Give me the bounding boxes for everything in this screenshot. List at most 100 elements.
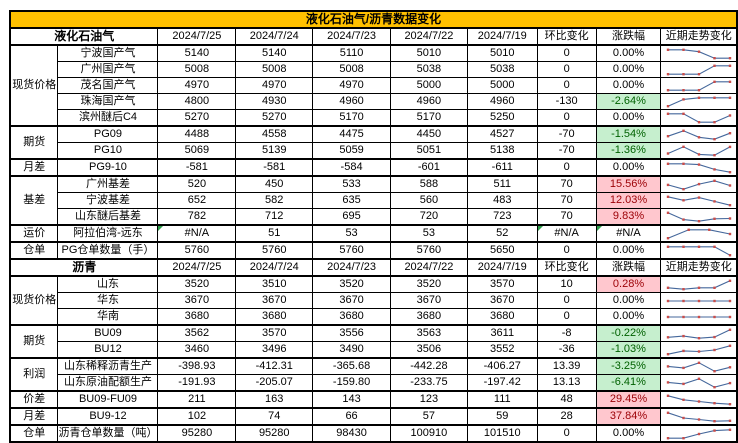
trend-sparkline bbox=[666, 228, 731, 239]
value-cell: 3611 bbox=[466, 324, 538, 342]
category-cell: 现货价格 bbox=[9, 44, 59, 127]
value-cell: 5138 bbox=[466, 142, 538, 160]
date-header-cell: 2024/7/19 bbox=[466, 27, 538, 46]
value-cell: 57 bbox=[389, 407, 468, 426]
value-cell: 3670 bbox=[389, 292, 468, 309]
category-cell: 期货 bbox=[9, 125, 59, 160]
value-cell: 3670 bbox=[312, 292, 391, 309]
value-cell: -611 bbox=[466, 158, 538, 177]
value-cell: 652 bbox=[157, 192, 237, 209]
row-label-cell: PG09 bbox=[57, 125, 159, 143]
trend-cell bbox=[660, 241, 738, 260]
trend-sparkline bbox=[666, 48, 731, 59]
trend-sparkline bbox=[666, 245, 731, 256]
value-cell: 66 bbox=[312, 407, 391, 426]
trend-sparkline bbox=[666, 112, 731, 123]
value-cell: 3680 bbox=[466, 308, 538, 326]
data-table: 液化石油气/沥青数据变化 液化石油气 2024/7/25 2024/7/24 2024/… bbox=[9, 10, 738, 443]
section-label: 沥青 bbox=[9, 258, 159, 277]
date-header-cell: 2024/7/25 bbox=[157, 258, 237, 277]
value-cell: #N/A bbox=[157, 224, 237, 243]
value-cell: -233.75 bbox=[389, 374, 468, 392]
value-cell: 74 bbox=[235, 407, 314, 426]
value-cell: 5270 bbox=[235, 109, 314, 127]
row-label-cell: PG10 bbox=[57, 142, 159, 160]
change-cell: 70 bbox=[536, 208, 597, 226]
value-cell: 3520 bbox=[312, 275, 391, 293]
value-cell: 53 bbox=[389, 224, 468, 243]
value-cell: 5650 bbox=[466, 241, 538, 260]
value-cell: 52 bbox=[466, 224, 538, 243]
value-cell: 4960 bbox=[389, 93, 468, 110]
category-cell: 利润 bbox=[9, 357, 59, 392]
pct-header-cell: 涨跌幅 bbox=[595, 258, 662, 277]
value-cell: 588 bbox=[389, 175, 468, 193]
value-cell: -406.27 bbox=[466, 357, 538, 375]
change-cell: 0 bbox=[536, 158, 597, 177]
trend-sparkline bbox=[666, 162, 731, 173]
pct-cell: -3.25% bbox=[595, 357, 662, 375]
change-cell: 0 bbox=[536, 109, 597, 127]
change-cell: 0 bbox=[536, 308, 597, 326]
value-cell: 5069 bbox=[157, 142, 237, 160]
change-cell: 0 bbox=[536, 292, 597, 309]
value-cell: 5008 bbox=[157, 61, 237, 78]
row-label-cell: 山东原油配额生产 bbox=[57, 374, 159, 392]
value-cell: -365.68 bbox=[312, 357, 391, 375]
value-cell: 4960 bbox=[312, 93, 391, 110]
pct-cell: -1.54% bbox=[595, 125, 662, 143]
value-cell: 4960 bbox=[466, 93, 538, 110]
value-cell: 5038 bbox=[466, 61, 538, 78]
pct-cell: -6.41% bbox=[595, 374, 662, 392]
change-header-cell: 环比变化 bbox=[536, 258, 597, 277]
change-cell: 0 bbox=[536, 61, 597, 78]
change-cell: 13.13 bbox=[536, 374, 597, 392]
value-cell: 111 bbox=[466, 390, 538, 409]
value-cell: 163 bbox=[235, 390, 314, 409]
value-cell: 5008 bbox=[312, 61, 391, 78]
trend-sparkline bbox=[666, 64, 731, 75]
value-cell: 511 bbox=[466, 175, 538, 193]
trend-cell bbox=[660, 175, 738, 193]
category-cell: 价差 bbox=[9, 390, 59, 409]
row-label-cell: 华南 bbox=[57, 308, 159, 326]
trend-cell bbox=[660, 357, 738, 375]
pct-cell: 37.84% bbox=[595, 407, 662, 426]
value-cell: 3670 bbox=[235, 292, 314, 309]
value-cell: 3556 bbox=[312, 324, 391, 342]
value-cell: 5170 bbox=[312, 109, 391, 127]
value-cell: -412.31 bbox=[235, 357, 314, 375]
change-cell: -130 bbox=[536, 93, 597, 110]
value-cell: -197.42 bbox=[466, 374, 538, 392]
value-cell: 5760 bbox=[312, 241, 391, 260]
value-cell: -581 bbox=[235, 158, 314, 177]
pct-cell: 0.00% bbox=[595, 292, 662, 309]
value-cell: -584 bbox=[312, 158, 391, 177]
value-cell: 3496 bbox=[235, 341, 314, 359]
trend-sparkline bbox=[666, 211, 731, 222]
row-label-cell: BU09 bbox=[57, 324, 159, 342]
row-label-cell: BU09-FU09 bbox=[57, 390, 159, 409]
date-header-cell: 2024/7/22 bbox=[389, 27, 468, 46]
value-cell: 782 bbox=[157, 208, 237, 226]
change-cell: -70 bbox=[536, 125, 597, 143]
trend-sparkline bbox=[666, 129, 731, 140]
value-cell: -601 bbox=[389, 158, 468, 177]
date-header-cell: 2024/7/22 bbox=[389, 258, 468, 277]
category-cell: 现货价格 bbox=[9, 275, 59, 326]
value-cell: -205.07 bbox=[235, 374, 314, 392]
row-label-cell: 广州基差 bbox=[57, 175, 159, 193]
error-indicator-icon bbox=[597, 227, 602, 231]
value-cell: 533 bbox=[312, 175, 391, 193]
change-header-cell: 环比变化 bbox=[536, 27, 597, 46]
value-cell: 3570 bbox=[466, 275, 538, 293]
trend-sparkline bbox=[666, 328, 731, 339]
trend-sparkline bbox=[666, 315, 731, 318]
pct-cell: #N/A bbox=[595, 224, 662, 243]
pct-cell: 0.00% bbox=[595, 61, 662, 78]
value-cell: 53 bbox=[312, 224, 391, 243]
value-cell: 3570 bbox=[235, 324, 314, 342]
trend-sparkline bbox=[666, 344, 731, 355]
trend-cell bbox=[660, 142, 738, 160]
trend-header-cell: 近期走势变化 bbox=[660, 258, 738, 277]
